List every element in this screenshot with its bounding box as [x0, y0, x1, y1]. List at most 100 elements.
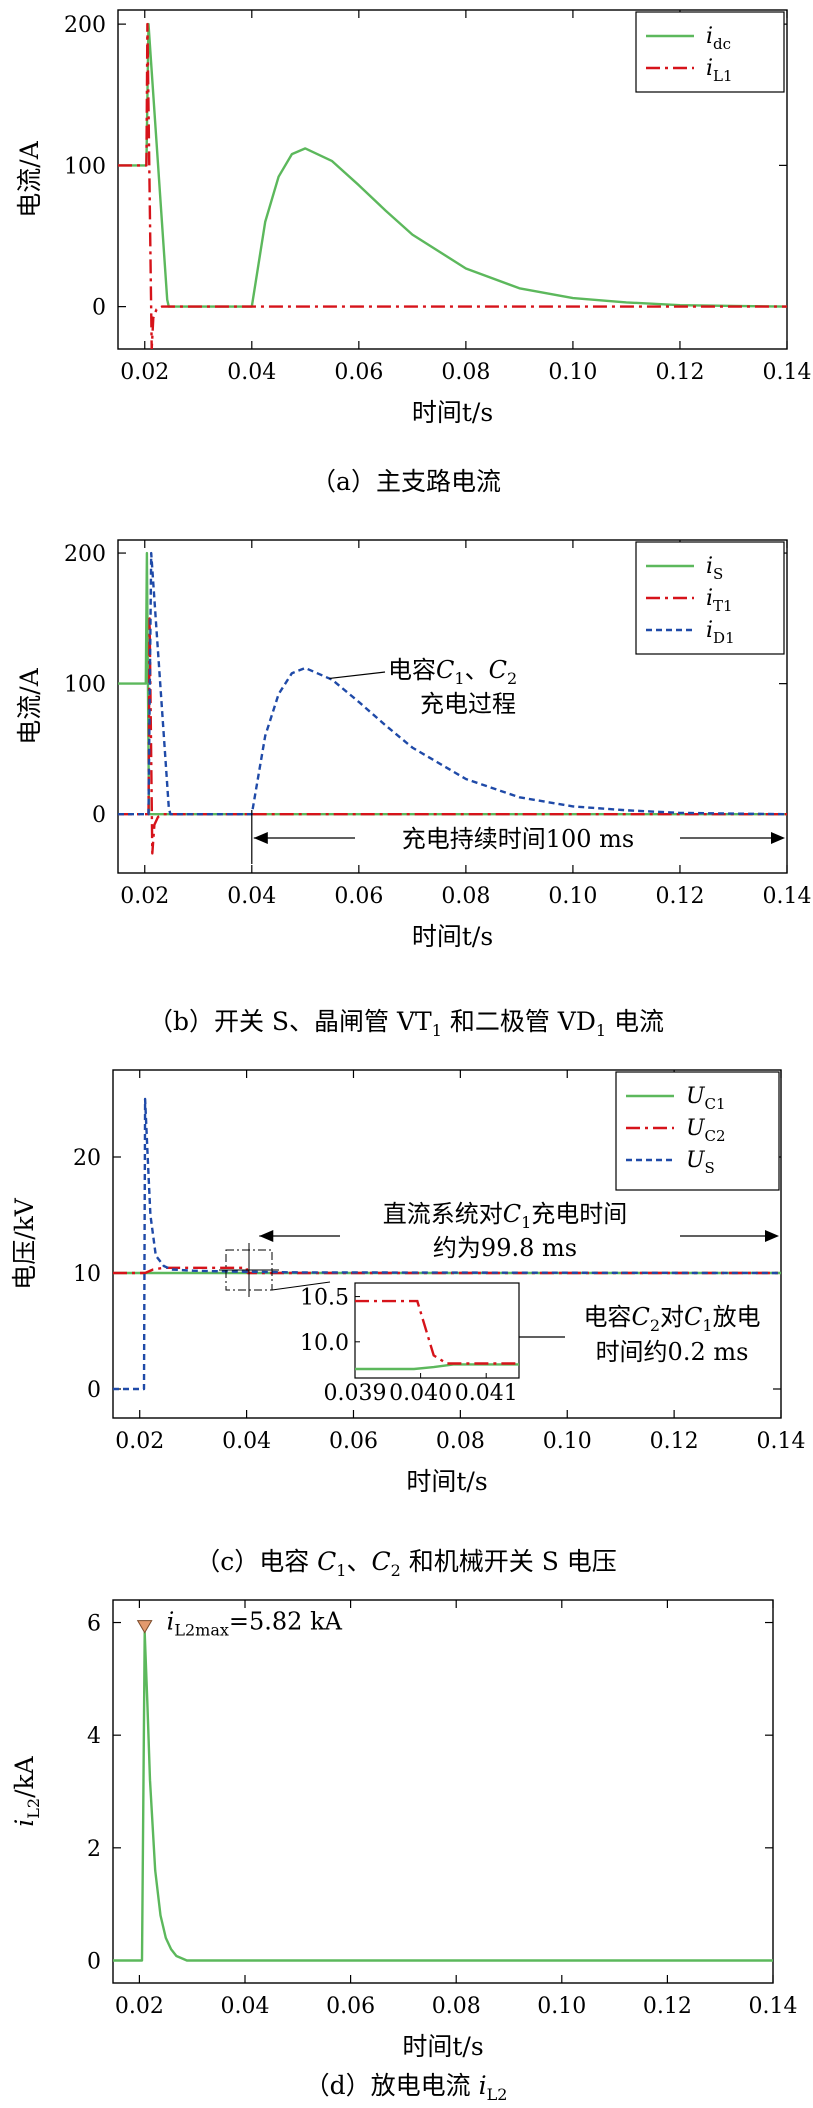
y-axis-label: 电流/A: [15, 667, 44, 744]
y-tick-label: 0: [87, 1949, 101, 1974]
annotation-charging-time-label: 直流系统对C1充电时间: [383, 1200, 628, 1232]
legend: idc iL1: [635, 11, 785, 93]
legend-entry: idc: [706, 24, 731, 53]
x-tick-label: 0.06: [326, 1994, 375, 2019]
x-tick-label: 0.06: [329, 1429, 378, 1454]
x-tick-label: 0.04: [221, 1994, 270, 2019]
series-line-i-d1: [118, 551, 787, 816]
series-line-i-dc: [118, 22, 787, 308]
chart-panel-3: 0.02 0.04 0.06 0.08 0.10 0.12 0.14 0 10 20 时间t/s 电压…: [10, 1069, 806, 1496]
y-tick-label: 4: [87, 1724, 101, 1749]
legend-entry: iD1: [706, 618, 735, 647]
arrow-head: [253, 832, 268, 844]
x-tick-label: 0.14: [749, 1994, 798, 2019]
x-tick-label: 0.12: [650, 1429, 699, 1454]
series-line-i-l2: [113, 1631, 773, 1962]
annotation-discharge-label: 时间约0.2 ms: [596, 1338, 749, 1366]
legend-entry: iT1: [706, 586, 733, 615]
plot-frame: [117, 9, 788, 350]
x-tick-label: 0.14: [757, 1429, 806, 1454]
x-tick-label: 0.02: [115, 1994, 164, 2019]
plot-frame: [112, 1599, 774, 1984]
plot-frame: [112, 1069, 782, 1419]
x-axis-label: 时间t/s: [406, 1467, 487, 1496]
y-tick-label: 100: [64, 154, 106, 179]
x-tick-label: 0.10: [548, 360, 597, 385]
y-tick-label: 6: [87, 1612, 101, 1637]
legend-entry: UC2: [686, 1116, 726, 1145]
x-tick-label: 0.08: [432, 1994, 481, 2019]
annotation-charging-label: 充电过程: [420, 690, 516, 718]
y-tick-label: 2: [87, 1837, 101, 1862]
chart-panel-4: 0.02 0.04 0.06 0.08 0.10 0.12 0.14 0 2 4 6 时间t/s iL2…: [10, 1599, 798, 2061]
legend-entry: iL1: [706, 56, 733, 85]
x-tick-label: 0.10: [543, 1429, 592, 1454]
x-tick-label: 0.12: [643, 1994, 692, 2019]
x-tick-label: 0.04: [227, 360, 276, 385]
annotation-charging-time-label: 约为99.8 ms: [433, 1234, 577, 1262]
y-axis-label: 电流/A: [15, 140, 44, 217]
y-tick-label: 0: [87, 1378, 101, 1403]
x-tick-label: 0.12: [655, 884, 704, 909]
chart-panel-1: 0.02 0.04 0.06 0.08 0.10 0.12 0.14 0 100 200 时间t/s…: [15, 9, 812, 427]
x-tick-label: 0.02: [115, 1429, 164, 1454]
inset-x-tick-label: 0.040: [389, 1381, 452, 1406]
x-tick-label: 0.02: [120, 884, 169, 909]
legend: UC1 UC2 US: [615, 1071, 780, 1191]
legend: iS iT1 iD1: [635, 541, 785, 655]
x-tick-label: 0.02: [120, 360, 169, 385]
x-tick-label: 0.06: [334, 360, 383, 385]
legend-box: [635, 541, 785, 655]
annotation-charging-label: 电容C1、C2: [388, 656, 517, 688]
legend-entry: UC1: [686, 1084, 726, 1113]
legend-box: [635, 11, 785, 93]
caption-c: （c）电容 C1、C2 和机械开关 S 电压: [195, 1547, 617, 1580]
inset-y-tick-label: 10.5: [300, 1286, 349, 1311]
caption-b: （b）开关 S、晶闸管 VT1 和二极管 VD1 电流: [148, 1007, 664, 1040]
y-tick-label: 200: [64, 13, 106, 38]
x-tick-label: 0.10: [548, 884, 597, 909]
y-axis-label: iL2/kA: [10, 1755, 43, 1826]
series-line-i-l1: [118, 22, 787, 349]
arrow-head: [765, 1230, 779, 1242]
y-tick-label: 10: [73, 1262, 101, 1287]
annotation-leader: [329, 671, 386, 680]
y-tick-label: 100: [64, 673, 106, 698]
inset-series-line-u-c2: [355, 1299, 519, 1365]
series-group: [113, 1631, 773, 1962]
x-tick-label: 0.04: [222, 1429, 271, 1454]
x-tick-label: 0.08: [436, 1429, 485, 1454]
x-tick-label: 0.14: [763, 360, 812, 385]
x-tick-label: 0.06: [334, 884, 383, 909]
series-group: [113, 1097, 781, 1391]
inset-frame: [354, 1282, 520, 1379]
y-axis-label: 电压/kV: [10, 1197, 39, 1290]
annotation-discharge-label: 电容C2对C1放电: [583, 1303, 760, 1335]
inset-x-tick-label: 0.039: [324, 1381, 387, 1406]
inset-x-tick-label: 0.041: [455, 1381, 518, 1406]
legend-box: [615, 1071, 780, 1191]
legend-entry: iS: [706, 554, 723, 583]
annotation-duration-label: 充电持续时间100 ms: [402, 825, 635, 853]
zoom-leader: [271, 1281, 331, 1291]
peak-annotation-label: iL2max=5.82 kA: [167, 1608, 343, 1640]
y-tick-label: 200: [64, 542, 106, 567]
x-tick-label: 0.08: [441, 884, 490, 909]
series-group: [118, 22, 787, 349]
arrow-head: [259, 1230, 274, 1242]
x-axis-label: 时间t/s: [402, 2032, 483, 2061]
x-axis-label: 时间t/s: [412, 922, 493, 951]
inset-chart: 0.039 0.040 0.041 10.0 10.5: [300, 1282, 520, 1406]
x-tick-label: 0.10: [537, 1994, 586, 2019]
x-tick-label: 0.14: [763, 884, 812, 909]
plot-frame: [117, 539, 788, 874]
series-group: [118, 551, 787, 855]
series-line-u-s: [113, 1097, 781, 1391]
y-tick-label: 0: [92, 296, 106, 321]
legend-entry: US: [686, 1148, 715, 1177]
caption-d: （d）放电电流 iL2: [305, 2071, 508, 2104]
x-axis-label: 时间t/s: [412, 398, 493, 427]
y-tick-label: 0: [92, 803, 106, 828]
caption-a: （a）主支路电流: [311, 467, 501, 496]
